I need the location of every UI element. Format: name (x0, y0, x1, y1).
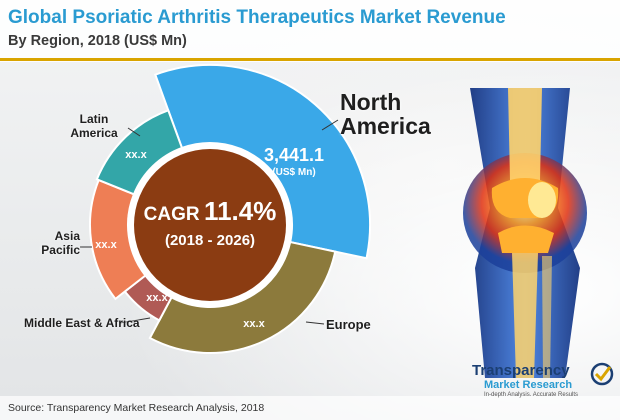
value-middle-east-africa: xx.x (146, 292, 168, 304)
leader-north-america (321, 119, 339, 131)
logo-tagline: In-depth Analysis. Accurate Results (484, 392, 579, 398)
value-unit-north-america: (US$ Mn) (272, 167, 316, 178)
company-logo: Transparency Market Research In-depth An… (472, 362, 618, 402)
cagr-value: 11.4% (204, 196, 277, 226)
leader-latin-america (127, 127, 141, 137)
checkmark-logo-icon (590, 362, 614, 386)
cagr-period: (2018 - 2026) (164, 232, 256, 249)
value-latin-america: xx.x (125, 149, 147, 161)
title-divider (0, 58, 620, 61)
leader-middle-east-africa (119, 317, 151, 324)
footer-band (0, 396, 620, 420)
page-subtitle: By Region, 2018 (US$ Mn) (8, 33, 187, 49)
value-europe: xx.x (243, 318, 265, 330)
page-title: Global Psoriatic Arthritis Therapeutics … (8, 7, 506, 28)
knee-joint-illustration (463, 88, 587, 378)
source-note: Source: Transparency Market Research Ana… (8, 402, 265, 414)
label-north-america: North America (340, 89, 431, 139)
leader-europe (305, 321, 325, 325)
label-europe: Europe (326, 317, 371, 332)
cagr-label: CAGR (143, 204, 200, 225)
cagr-center-disc (134, 149, 286, 301)
cagr-line: CAGR 11.4% (130, 196, 290, 227)
header-band (0, 0, 620, 62)
label-asia-pacific: Asia Pacific (41, 229, 80, 257)
logo-name-line1: Transparency (472, 362, 570, 379)
value-north-america: 3,441.1 (263, 145, 325, 165)
logo-name-line2: Market Research (484, 379, 573, 391)
label-latin-america: Latin America (70, 112, 118, 140)
value-asia-pacific: xx.x (95, 239, 117, 251)
label-middle-east-africa: Middle East & Africa (24, 316, 140, 330)
